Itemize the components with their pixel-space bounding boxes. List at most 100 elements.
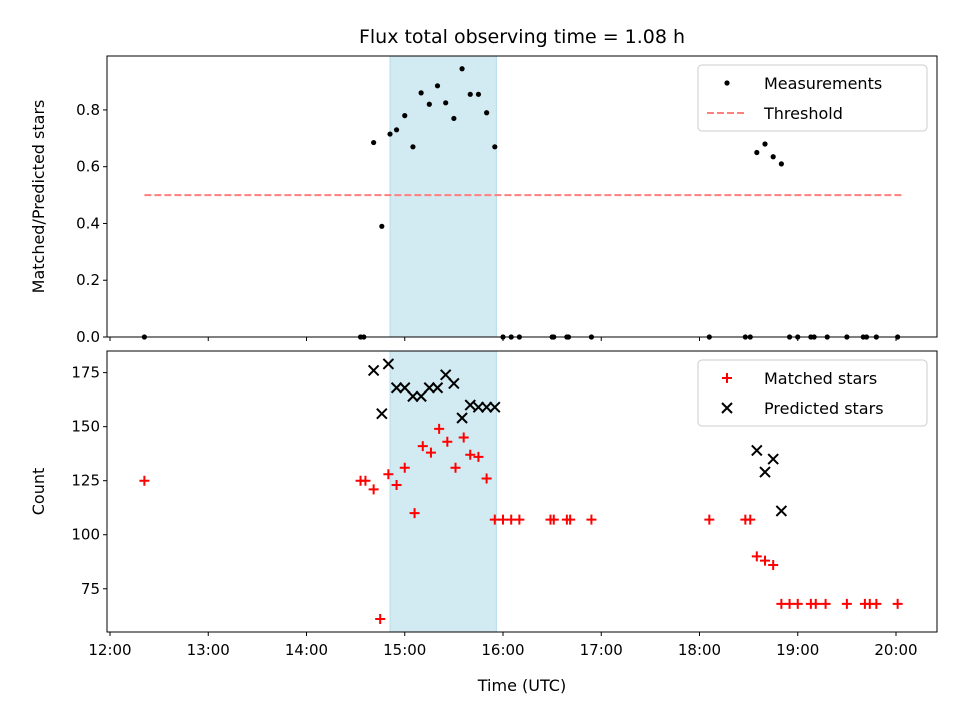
panel-2-matched-star-point — [465, 449, 476, 460]
panel-2-x-tick-label: 12:00 — [88, 641, 131, 659]
panel-1-y-tick-label: 0.6 — [76, 158, 100, 176]
panel-2-predicted-star-point — [423, 382, 436, 394]
panel-2-matched-star-point — [442, 436, 453, 447]
panel-2-predicted-star-point — [367, 364, 380, 377]
panel-1-measurement-point — [484, 110, 490, 116]
panel-2-predicted-star-point — [775, 505, 788, 517]
panel-2-matched-star-point — [450, 462, 461, 473]
panel-2-legend-label: Predicted stars — [764, 399, 884, 418]
panel-2-predicted-star-point — [431, 382, 444, 394]
panel-2-x-tick-label: 15:00 — [383, 641, 426, 659]
panel-1-measurement-point — [492, 144, 498, 150]
panel-1-measurement-point — [451, 115, 457, 122]
panel-2-matched-star-point — [481, 473, 492, 484]
panel-2-matched-star-point — [360, 475, 371, 486]
panel-1-y-tick-label: 0.0 — [76, 328, 100, 346]
panel-2-legend-box — [697, 359, 928, 427]
panel-2-predicted-star-point — [480, 401, 493, 413]
panel-1-measurement-point — [402, 113, 408, 119]
panel-2-matched-star-point — [383, 469, 394, 480]
panel-2-predicted-star-point — [415, 390, 427, 403]
panel-2-matched-star-point — [434, 423, 445, 434]
panel-1-y-tick-label: 0.2 — [76, 271, 100, 289]
panel-2-x-tick-label: 13:00 — [187, 641, 230, 659]
panel-2-matched-star-point — [514, 514, 525, 525]
panel-2-observing-window-band — [389, 350, 497, 633]
panel-2-x-tick-label: 17:00 — [580, 641, 623, 659]
panel-1-legend-box — [697, 64, 928, 132]
panel-2-matched-star-point — [565, 514, 576, 525]
panel-2-predicted-star-point — [399, 382, 411, 394]
panel-2-matched-star-point — [841, 598, 852, 609]
panel-2-predicted-star-point — [448, 377, 460, 390]
panel-1-measurement-point — [467, 91, 473, 97]
panel-1-observing-window-band — [389, 55, 497, 338]
panel-1-y-tick-label: 0.8 — [76, 101, 100, 119]
panel-1-measurement-point — [778, 161, 784, 167]
panel-1-y-axis-label: Matched/Predicted stars — [29, 100, 48, 294]
panel-2-matched-star-point — [704, 514, 715, 525]
panel-2-legend-label: Matched stars — [764, 369, 877, 388]
panel-1-measurement-point — [393, 127, 400, 133]
panel-2-matched-star-point — [425, 447, 436, 458]
panel-2-predicted-star-point — [439, 369, 452, 381]
panel-2-x-tick-label: 19:00 — [776, 641, 819, 659]
panel-2-axes-frame — [106, 350, 938, 633]
panel-1-axes-frame — [106, 55, 938, 338]
panel-2-matched-star-point — [745, 514, 756, 525]
panel-2-predicted-star-point — [456, 412, 468, 424]
panel-2-x-tick-label: 20:00 — [874, 641, 917, 659]
panel-2-x-tick-label: 14:00 — [285, 641, 328, 659]
panel-1-measurement-point — [770, 154, 776, 160]
panel-1-measurement-point — [754, 149, 760, 156]
panel-2-legend-plus-marker — [722, 373, 732, 383]
panel-2-matched-star-point — [139, 475, 150, 486]
panel-2-matched-star-point — [751, 551, 762, 562]
panel-2-matched-star-point — [458, 432, 469, 443]
panel-1-measurement-point — [410, 144, 416, 150]
panel-2-y-tick-label: 75 — [81, 580, 100, 598]
panel-1-measurement-point — [426, 101, 432, 107]
panel-2-matched-star-point — [391, 480, 402, 491]
panel-2-matched-star-point — [409, 508, 420, 519]
panel-2-y-tick-label: 175 — [71, 364, 100, 382]
panel-2-predicted-star-point — [390, 382, 403, 394]
panel-2-matched-star-point — [417, 441, 428, 452]
panel-1-legend-label: Threshold — [763, 104, 843, 123]
panel-2-matched-star-point — [548, 514, 559, 525]
panel-2-matched-star-point — [892, 598, 903, 609]
panel-1-measurement-point — [459, 66, 465, 72]
panel-2-predicted-star-point — [759, 466, 771, 478]
panel-2-matched-star-point — [473, 451, 484, 462]
panel-2-matched-star-point — [586, 514, 597, 525]
panel-1-measurement-point — [418, 90, 424, 96]
panel-1-measurement-point — [762, 141, 768, 147]
panel-2-matched-star-point — [810, 598, 821, 609]
panel-2-predicted-star-point — [382, 358, 395, 370]
panel-1-measurement-point — [475, 91, 482, 97]
chart-title: Flux total observing time = 1.08 h — [359, 26, 685, 48]
panel-1-measurement-point — [443, 100, 449, 106]
panel-2-predicted-star-point — [767, 453, 779, 465]
panel-2-matched-star-point — [792, 598, 803, 609]
panel-2-predicted-star-point — [751, 444, 763, 457]
panel-2-matched-star-point — [871, 598, 882, 609]
panel-2-matched-star-point — [399, 462, 410, 473]
panel-2-x-tick-label: 16:00 — [481, 641, 524, 659]
panel-2-predicted-star-point — [376, 407, 388, 420]
panel-1-measurement-point — [379, 223, 385, 229]
panel-2-y-axis-label: Count — [29, 468, 48, 516]
panel-2-matched-star-point — [368, 484, 379, 495]
panel-2-predicted-star-point — [407, 390, 419, 403]
panel-2-predicted-star-point — [472, 401, 485, 413]
panel-2-legend-x-marker — [721, 402, 733, 414]
panel-2-y-tick-label: 150 — [71, 418, 100, 436]
panel-2-matched-star-point — [760, 555, 770, 566]
panel-1-legend-dot-marker — [724, 80, 730, 86]
panel-2-y-tick-label: 125 — [71, 472, 100, 490]
panel-2-y-tick-label: 100 — [71, 526, 100, 544]
panel-2-matched-star-point — [375, 614, 386, 625]
panel-2-predicted-star-point — [464, 399, 476, 411]
panel-2-matched-star-point — [820, 598, 831, 609]
